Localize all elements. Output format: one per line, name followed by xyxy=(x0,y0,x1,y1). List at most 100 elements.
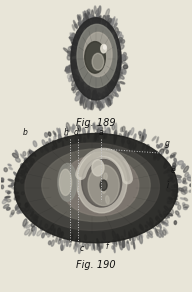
Ellipse shape xyxy=(110,88,113,98)
Ellipse shape xyxy=(96,14,97,22)
Ellipse shape xyxy=(155,151,158,156)
Ellipse shape xyxy=(115,93,118,97)
Ellipse shape xyxy=(84,235,87,240)
Ellipse shape xyxy=(71,39,74,43)
Ellipse shape xyxy=(112,231,116,239)
Ellipse shape xyxy=(159,224,161,227)
Ellipse shape xyxy=(85,41,105,73)
Ellipse shape xyxy=(120,75,124,79)
Ellipse shape xyxy=(67,55,71,60)
Ellipse shape xyxy=(106,95,110,101)
Ellipse shape xyxy=(109,19,112,24)
Ellipse shape xyxy=(121,236,125,244)
Ellipse shape xyxy=(178,215,180,217)
Ellipse shape xyxy=(65,65,71,71)
Ellipse shape xyxy=(108,98,112,104)
Ellipse shape xyxy=(98,16,100,26)
Ellipse shape xyxy=(171,153,176,156)
Ellipse shape xyxy=(74,243,76,249)
Ellipse shape xyxy=(158,153,162,159)
Ellipse shape xyxy=(117,51,120,55)
Ellipse shape xyxy=(93,93,95,98)
Ellipse shape xyxy=(75,137,77,142)
Ellipse shape xyxy=(78,22,81,26)
Ellipse shape xyxy=(74,37,79,40)
Ellipse shape xyxy=(118,69,122,74)
Ellipse shape xyxy=(109,128,111,135)
Ellipse shape xyxy=(107,22,109,28)
Ellipse shape xyxy=(89,241,91,246)
Ellipse shape xyxy=(10,213,13,217)
Ellipse shape xyxy=(70,127,73,133)
Ellipse shape xyxy=(85,86,89,94)
Ellipse shape xyxy=(94,122,95,131)
Ellipse shape xyxy=(88,102,91,108)
Ellipse shape xyxy=(120,127,123,132)
Ellipse shape xyxy=(117,88,120,91)
Ellipse shape xyxy=(133,134,136,140)
Ellipse shape xyxy=(119,71,123,76)
Ellipse shape xyxy=(83,99,87,109)
Ellipse shape xyxy=(71,77,74,82)
Ellipse shape xyxy=(82,20,85,26)
Ellipse shape xyxy=(72,48,74,51)
Ellipse shape xyxy=(109,95,112,101)
Ellipse shape xyxy=(89,102,92,109)
Ellipse shape xyxy=(69,53,76,56)
Ellipse shape xyxy=(146,229,148,232)
Ellipse shape xyxy=(174,191,177,194)
Ellipse shape xyxy=(72,71,77,76)
Ellipse shape xyxy=(152,136,156,141)
Ellipse shape xyxy=(98,128,101,134)
Ellipse shape xyxy=(143,144,145,147)
Ellipse shape xyxy=(94,18,98,25)
Ellipse shape xyxy=(123,70,126,74)
Ellipse shape xyxy=(131,128,134,135)
Ellipse shape xyxy=(85,16,88,21)
Ellipse shape xyxy=(102,131,105,136)
Ellipse shape xyxy=(16,206,19,210)
Ellipse shape xyxy=(14,172,18,177)
Ellipse shape xyxy=(173,201,177,205)
Ellipse shape xyxy=(122,55,125,58)
Ellipse shape xyxy=(87,9,90,13)
Ellipse shape xyxy=(181,165,184,169)
Ellipse shape xyxy=(130,230,133,235)
Ellipse shape xyxy=(123,243,124,247)
Ellipse shape xyxy=(100,180,107,190)
Ellipse shape xyxy=(117,84,120,91)
Ellipse shape xyxy=(160,214,162,217)
Ellipse shape xyxy=(35,220,37,224)
Ellipse shape xyxy=(88,10,90,15)
Ellipse shape xyxy=(114,19,117,25)
Ellipse shape xyxy=(185,173,189,177)
Ellipse shape xyxy=(182,188,187,192)
Ellipse shape xyxy=(77,35,80,39)
Ellipse shape xyxy=(72,42,78,46)
Ellipse shape xyxy=(174,185,177,188)
Ellipse shape xyxy=(160,220,164,223)
Ellipse shape xyxy=(63,244,65,250)
Ellipse shape xyxy=(113,240,114,244)
Ellipse shape xyxy=(114,23,117,28)
Ellipse shape xyxy=(122,239,124,248)
Ellipse shape xyxy=(100,127,103,130)
Ellipse shape xyxy=(33,141,37,147)
Ellipse shape xyxy=(109,19,113,25)
Ellipse shape xyxy=(91,15,94,20)
Ellipse shape xyxy=(146,222,149,224)
Ellipse shape xyxy=(172,166,175,170)
Ellipse shape xyxy=(87,95,90,100)
Ellipse shape xyxy=(21,154,24,159)
Ellipse shape xyxy=(25,159,27,163)
Ellipse shape xyxy=(122,136,124,142)
Ellipse shape xyxy=(139,235,142,244)
Ellipse shape xyxy=(134,145,137,150)
Ellipse shape xyxy=(143,129,145,138)
Ellipse shape xyxy=(80,95,86,103)
Ellipse shape xyxy=(23,152,26,156)
Ellipse shape xyxy=(115,75,120,80)
Ellipse shape xyxy=(149,231,152,235)
Ellipse shape xyxy=(93,90,96,100)
Ellipse shape xyxy=(31,159,34,162)
